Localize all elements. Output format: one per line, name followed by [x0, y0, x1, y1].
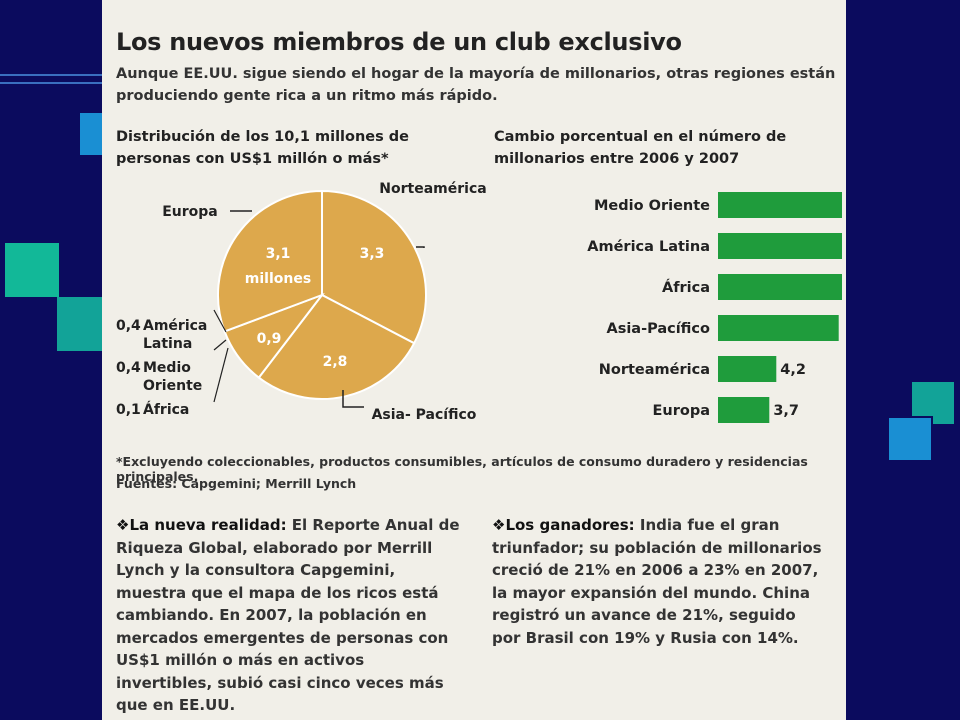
right-column-lead: ❖Los ganadores:: [492, 516, 635, 534]
left-column-lead: ❖La nueva realidad:: [116, 516, 287, 534]
pie-chart: Norteamérica Europa Asia- Pacífico 3,3 2…: [116, 181, 487, 423]
infographic-panel: Los nuevos miembros de un club exclusivo…: [102, 0, 846, 720]
footnote: *Excluyendo coleccionables, productos co…: [116, 454, 808, 484]
bar-value-label: 3,7: [773, 403, 799, 419]
leader-norteamerica: [416, 246, 425, 248]
small-label-africa: África: [143, 401, 189, 418]
small-label-mo-1: Medio: [143, 360, 191, 376]
bar-category-label: África: [662, 279, 710, 296]
slice-label-norteamerica: Norteamérica: [379, 181, 486, 197]
pie-slice-1: [257, 293, 416, 400]
bar-chart-title: Cambio porcentual en el número de millon…: [494, 129, 787, 167]
leader-asia: [342, 390, 364, 408]
slice-value-otros: 0,9: [257, 331, 282, 347]
bar-value-label: 4,2: [780, 362, 806, 378]
bar-category-label: Asia-Pacífico: [606, 321, 710, 337]
right-column-text: ❖Los ganadores: India fue el gran triunf…: [492, 514, 822, 649]
decor-square-teal-2: [57, 297, 102, 351]
decor-square-teal: [3, 241, 61, 299]
small-value-latam: 0,4: [116, 318, 141, 334]
bar-category-label: Medio Oriente: [594, 198, 710, 214]
pie-chart-title: Distribución de los 10,1 millones de per…: [116, 129, 410, 167]
bar-category-label: Norteamérica: [599, 362, 710, 378]
bar: [718, 274, 842, 300]
decor-square-right-blue: [887, 416, 933, 462]
slice-value-norteamerica: 3,3: [360, 246, 385, 262]
page-title: Los nuevos miembros de un club exclusivo: [116, 28, 682, 56]
small-label-mo-2: Oriente: [143, 378, 202, 394]
pie-slice-0: [321, 189, 428, 345]
leader-small: [213, 309, 227, 333]
slice-label-asia: Asia- Pacífico: [372, 407, 477, 423]
bar: [718, 315, 839, 341]
bar-chart: Medio Oriente15,6%América Latina12,2Áfri…: [587, 192, 842, 423]
small-label-latam-2: Latina: [143, 336, 192, 352]
decor-line-top: [0, 74, 102, 76]
slice-value-asia: 2,8: [323, 354, 348, 370]
slice-value-europa: 3,1: [266, 246, 291, 262]
bar: [718, 397, 770, 423]
slice-unit-europa: millones: [245, 271, 311, 287]
bar-category-label: América Latina: [587, 239, 710, 255]
leader-small-2: [213, 339, 227, 351]
small-label-latam-1: América: [143, 318, 207, 334]
small-value-africa: 0,1: [116, 402, 141, 418]
right-column-body: India fue el gran triunfador; su poblaci…: [492, 516, 822, 647]
decor-square-blue: [80, 113, 102, 155]
bar: [718, 192, 842, 218]
decor-line-bottom: [0, 82, 102, 84]
bar-category-label: Europa: [652, 403, 710, 419]
small-value-mo: 0,4: [116, 360, 141, 376]
bar: [718, 233, 842, 259]
left-column-body: El Reporte Anual de Riqueza Global, elab…: [116, 516, 460, 714]
slice-label-europa: Europa: [162, 204, 218, 220]
pie-slice-3: [217, 189, 323, 333]
bar: [718, 356, 777, 382]
page-subtitle: Aunque EE.UU. sigue siendo el hogar de l…: [116, 66, 836, 104]
left-column-text: ❖La nueva realidad: El Reporte Anual de …: [116, 514, 464, 717]
leader-small-3: [213, 347, 229, 403]
sources: Fuentes: Capgemini; Merrill Lynch: [116, 476, 357, 491]
